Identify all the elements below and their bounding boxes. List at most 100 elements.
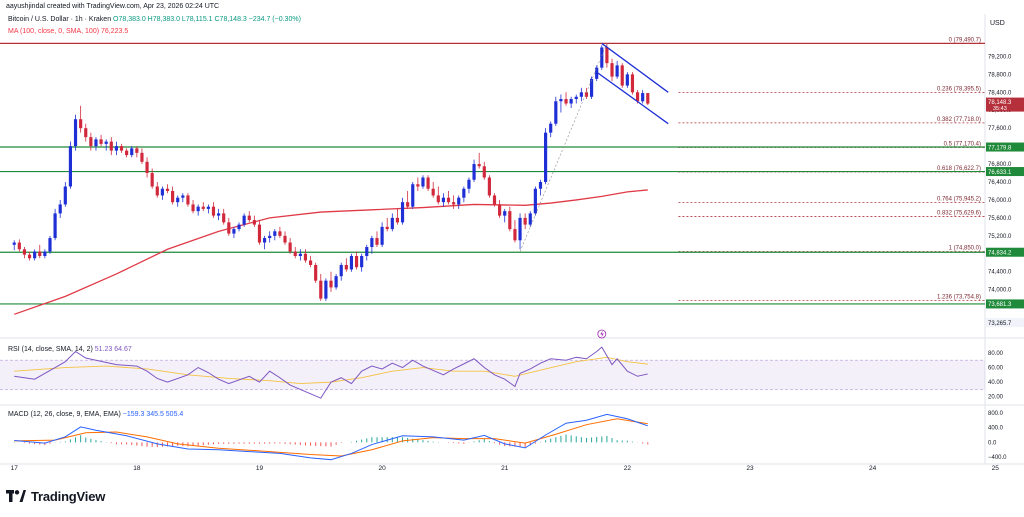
candle-body — [125, 150, 129, 156]
candle-body — [22, 249, 27, 255]
symbol-header: Bitcoin / U.S. Dollar · 1h · Kraken O78,… — [8, 16, 301, 23]
candle-body — [385, 226, 389, 230]
candle-body — [549, 123, 553, 133]
candle-body — [579, 92, 583, 97]
candle-body — [559, 99, 563, 102]
candle-body — [232, 229, 236, 234]
extra-price-label: 73,265.7 — [988, 321, 1012, 327]
candle-body — [625, 74, 629, 86]
candle-body — [426, 177, 430, 189]
fib-label: 0.764 (75,945.2) — [937, 196, 981, 202]
price-tick-label: 76,000.0 — [988, 198, 1012, 204]
rsi-ma-line — [14, 356, 648, 385]
candle-body — [457, 197, 461, 205]
price-tick-label: 75,600.0 — [988, 216, 1012, 222]
x-tick-label: 17 — [11, 465, 19, 472]
symbol-label[interactable]: Bitcoin / U.S. Dollar · 1h · Kraken — [8, 16, 112, 23]
x-tick-label: 25 — [992, 465, 1000, 472]
candle-body — [119, 146, 124, 151]
x-tick-label: 18 — [133, 465, 141, 472]
candle-body — [104, 141, 108, 144]
candle-body — [135, 148, 139, 153]
candle-body — [544, 132, 548, 182]
candle-body — [262, 238, 267, 243]
macd-label: MACD (12, 26, close, 9, EMA, EMA) — [8, 411, 121, 418]
candle-body — [17, 242, 21, 250]
candle-body — [400, 202, 405, 223]
macd-signal-line — [14, 418, 648, 457]
candle-body — [452, 202, 456, 205]
candle-body — [94, 139, 98, 147]
candle-body — [349, 256, 354, 270]
support-price-tag-label: 76,633.1 — [988, 170, 1012, 176]
candle-body — [641, 93, 645, 102]
macd-legend[interactable]: MACD (12, 26, close, 9, EMA, EMA) −159.3… — [8, 411, 183, 418]
rsi-values: 51.23 64.67 — [94, 346, 132, 353]
price-tick-label: 78,800.0 — [988, 72, 1012, 78]
candle-body — [196, 206, 200, 212]
candle-body — [48, 238, 52, 252]
candle-body — [38, 251, 42, 256]
candle-body — [523, 217, 527, 225]
support-price-tag — [986, 142, 1024, 152]
macd-values: −159.3 345.5 505.4 — [122, 411, 184, 418]
candle-body — [176, 197, 180, 203]
candle-body — [508, 211, 512, 230]
candle-body — [329, 280, 333, 288]
candle-body — [554, 101, 558, 124]
candle-body — [150, 173, 154, 187]
candle-body — [467, 179, 471, 189]
candle-body — [482, 166, 486, 178]
candle-body — [242, 215, 246, 225]
candle-body — [411, 184, 415, 207]
candle-body — [477, 164, 481, 167]
brand[interactable]: TradingView — [6, 488, 105, 504]
support-price-tag — [986, 299, 1024, 309]
candle-body — [441, 197, 445, 203]
candle-body — [421, 177, 425, 187]
candle-body — [283, 235, 287, 243]
candle-body — [498, 204, 502, 216]
candle-body — [630, 74, 635, 93]
fib-label: 1 (74,850.0) — [949, 246, 981, 252]
candle-body — [584, 92, 589, 97]
fib-label: 0.236 (78,395.5) — [937, 87, 981, 93]
price-tick-label: 74,000.0 — [988, 288, 1012, 294]
ma-label: MA (100, close, 0, SMA, 100) — [8, 28, 100, 35]
candle-body — [538, 182, 543, 189]
candle-body — [615, 65, 619, 77]
candle-body — [63, 186, 67, 205]
candle-body — [27, 254, 32, 259]
candle-body — [293, 251, 297, 256]
macd-line — [14, 413, 648, 461]
support-price-tag-label: 77,179.8 — [988, 145, 1012, 151]
currency-label: USD — [990, 20, 1005, 27]
macd-tick-label: 800.0 — [988, 411, 1004, 417]
candle-body — [155, 186, 159, 196]
rsi-legend[interactable]: RSI (14, close, SMA, 14, 2) 51.23 64.67 — [8, 346, 132, 353]
candle-body — [365, 247, 369, 256]
ma-legend[interactable]: MA (100, close, 0, SMA, 100) 76,223.5 — [8, 28, 128, 35]
candle-body — [89, 137, 93, 147]
candle-body — [380, 226, 384, 245]
candle-body — [390, 217, 394, 230]
fib-label: 0 (79,490.7) — [949, 37, 981, 43]
candle-body — [436, 195, 440, 203]
candle-body — [73, 119, 78, 147]
price-tick-label: 78,400.0 — [988, 90, 1012, 96]
candle-body — [227, 222, 231, 234]
candle-body — [569, 99, 573, 104]
x-tick-label: 24 — [869, 465, 877, 472]
fib-label: 1.236 (73,754.8) — [937, 295, 981, 301]
candle-body — [518, 217, 522, 241]
candle-body — [145, 161, 149, 174]
macd-tick-label: −400.0 — [988, 455, 1007, 461]
candle-body — [165, 188, 170, 191]
fib-label: 0.832 (75,629.6) — [937, 211, 981, 217]
ma-value: 76,223.5 — [101, 28, 129, 35]
fib-anchor-line — [519, 43, 608, 252]
candle-body — [160, 188, 164, 196]
candle-body — [503, 211, 507, 216]
